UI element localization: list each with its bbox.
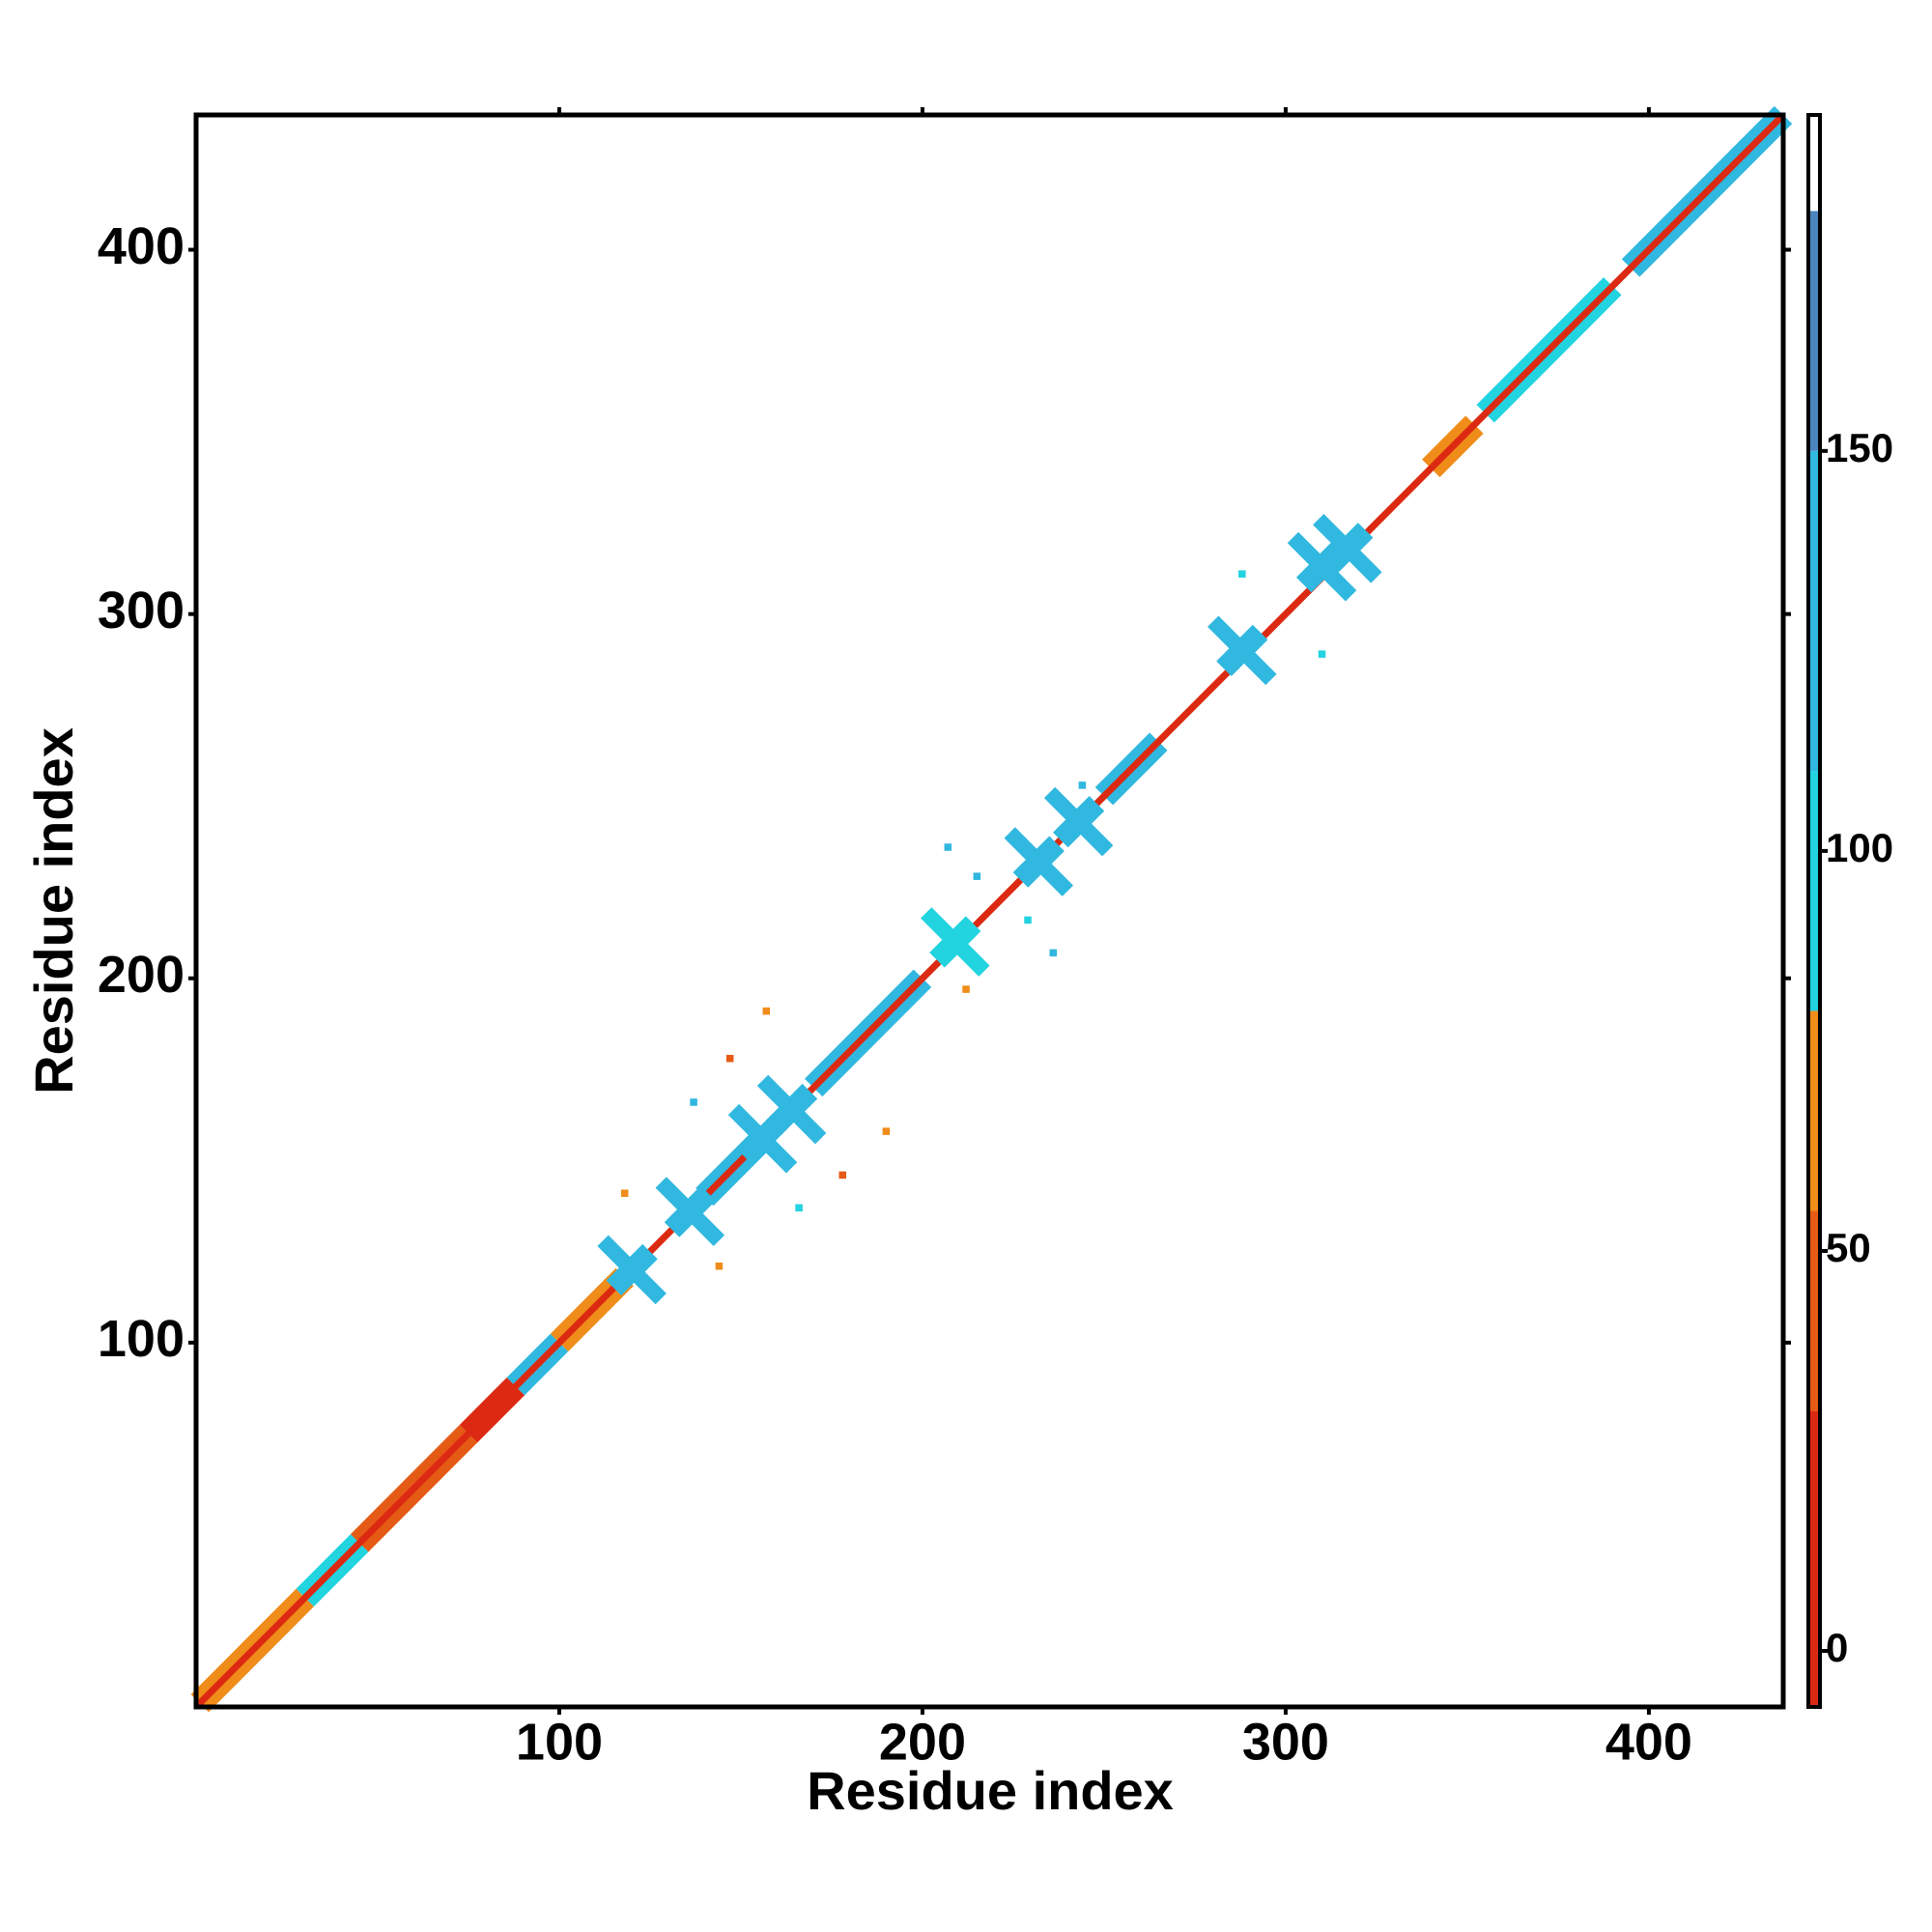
contact-cell — [762, 1007, 771, 1015]
cross-arm — [606, 1243, 658, 1296]
y-tick-label: 300 — [98, 582, 185, 639]
contact-cell — [690, 1098, 697, 1106]
colorbar-tick-label: 100 — [1826, 825, 1893, 870]
colorbar-band — [1808, 771, 1820, 1011]
y-axis-label: Residue index — [23, 727, 84, 1094]
contact-cell — [1049, 949, 1058, 957]
cross-arm — [664, 1185, 716, 1237]
cross-arm — [1321, 523, 1374, 575]
plot-frame — [193, 112, 1786, 1710]
contact-cell — [882, 1127, 891, 1135]
cross-arm — [929, 916, 981, 968]
cross-arm — [1012, 836, 1065, 888]
colorbar-tick-label: 150 — [1826, 425, 1893, 470]
contact-cell — [1318, 650, 1326, 658]
contact-cell — [1024, 916, 1032, 924]
x-tick-label: 300 — [1242, 1713, 1329, 1771]
colorbar-band — [1808, 450, 1820, 772]
cross-arm — [1053, 795, 1105, 848]
y-tick-label: 200 — [98, 946, 185, 1004]
x-tick-label: 200 — [879, 1713, 966, 1771]
contact-cell — [973, 872, 981, 880]
colorbar-tick-label: 0 — [1826, 1625, 1848, 1670]
colorbar-band — [1808, 115, 1820, 212]
x-tick-label: 400 — [1605, 1713, 1692, 1771]
colorbar-band — [1808, 1210, 1820, 1411]
x-axis-label: Residue index — [807, 1760, 1174, 1821]
contact-cell — [715, 1262, 724, 1270]
colorbar-frame — [1806, 113, 1822, 1709]
diagonal-core — [193, 112, 1786, 1710]
contact-cell — [944, 843, 952, 851]
colorbar-band — [1808, 1010, 1820, 1211]
colorbar-band — [1808, 211, 1820, 451]
colorbar-band — [1808, 1410, 1820, 1707]
contact-cell — [962, 985, 970, 993]
contact-cell — [725, 1054, 734, 1063]
cross-arm — [1216, 624, 1268, 676]
contact-cell — [1238, 570, 1246, 578]
y-tick-label: 400 — [98, 217, 185, 275]
colorbar-tick-label: 50 — [1826, 1225, 1871, 1270]
cross-arm — [766, 1083, 818, 1136]
y-tick-label: 100 — [98, 1310, 185, 1368]
contact-cell — [838, 1171, 846, 1179]
contact-cell — [795, 1204, 803, 1212]
contact-cell — [1078, 781, 1087, 789]
contact-cell — [620, 1189, 629, 1198]
x-tick-label: 100 — [516, 1713, 603, 1771]
